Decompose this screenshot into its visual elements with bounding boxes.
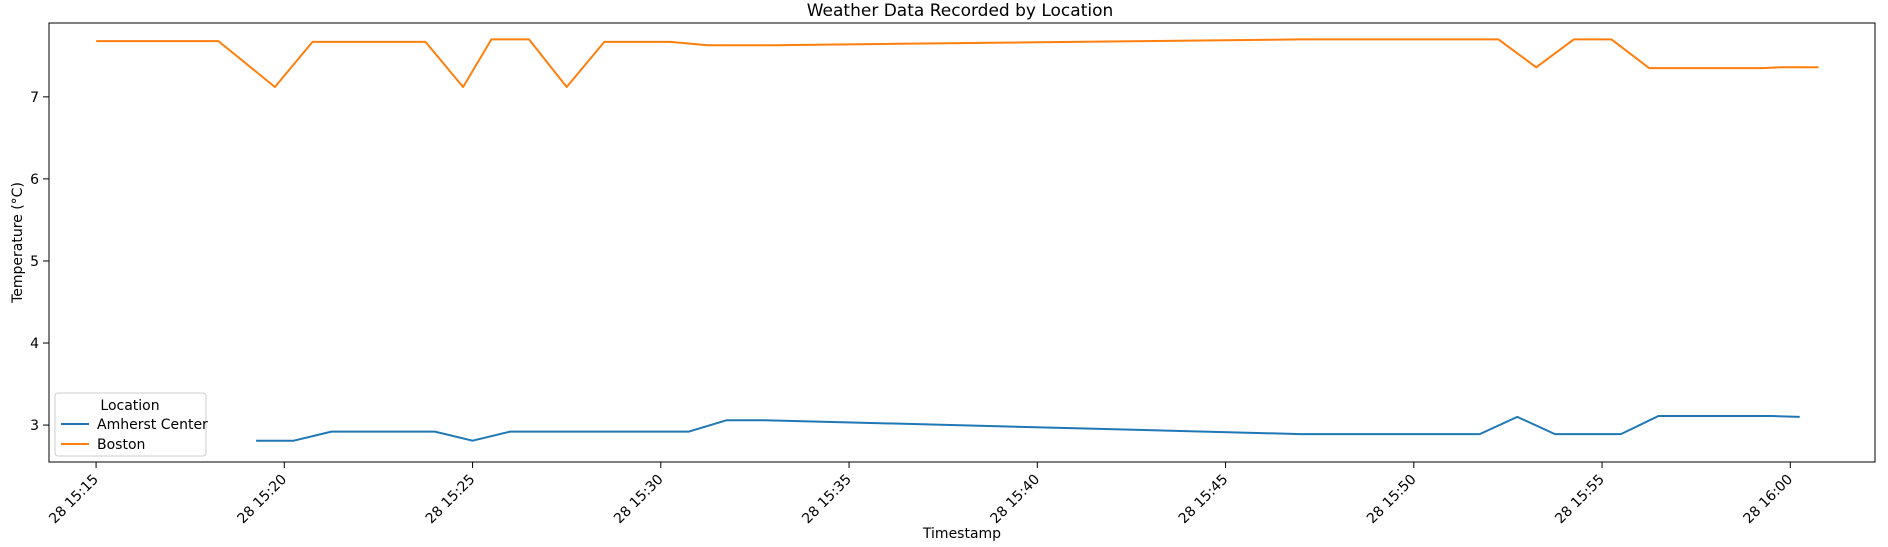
x-tick-label: 28 15:55 [1552, 472, 1608, 528]
legend: Location Amherst Center Boston [54, 392, 208, 457]
legend-label: Boston [97, 437, 145, 453]
legend-box [54, 392, 207, 457]
legend-title: Location [100, 398, 159, 414]
y-axis: 3 4 5 6 7 [30, 90, 49, 434]
x-tick-label: 28 15:15 [46, 472, 102, 528]
x-tick-label: 28 15:35 [799, 472, 855, 528]
plot-area [96, 38, 1819, 442]
y-axis-title: Temperature (°C) [10, 182, 26, 304]
plot-frame [48, 22, 1876, 463]
x-axis: 28 15:15 28 15:20 28 15:25 28 15:30 28 15:35… [46, 462, 1796, 527]
x-tick-label: 28 15:50 [1364, 472, 1420, 528]
y-tick-label: 7 [30, 90, 39, 106]
x-tick-label: 28 16:00 [1741, 472, 1797, 528]
series-line-1 [96, 38, 1819, 88]
x-tick-label: 28 15:30 [611, 472, 667, 528]
legend-label: Amherst Center [97, 417, 208, 433]
x-tick-label: 28 15:40 [988, 472, 1044, 528]
y-tick-label: 4 [30, 336, 39, 352]
y-tick-label: 5 [30, 254, 39, 270]
x-tick-label: 28 15:25 [423, 472, 479, 528]
x-tick-label: 28 15:45 [1176, 472, 1232, 528]
x-axis-title: Timestamp [922, 526, 1001, 542]
chart-title: Weather Data Recorded by Location [807, 1, 1114, 21]
series-line-0 [256, 415, 1800, 442]
x-tick-label: 28 15:20 [235, 472, 291, 528]
y-tick-label: 3 [30, 418, 39, 434]
y-tick-label: 6 [30, 172, 39, 188]
